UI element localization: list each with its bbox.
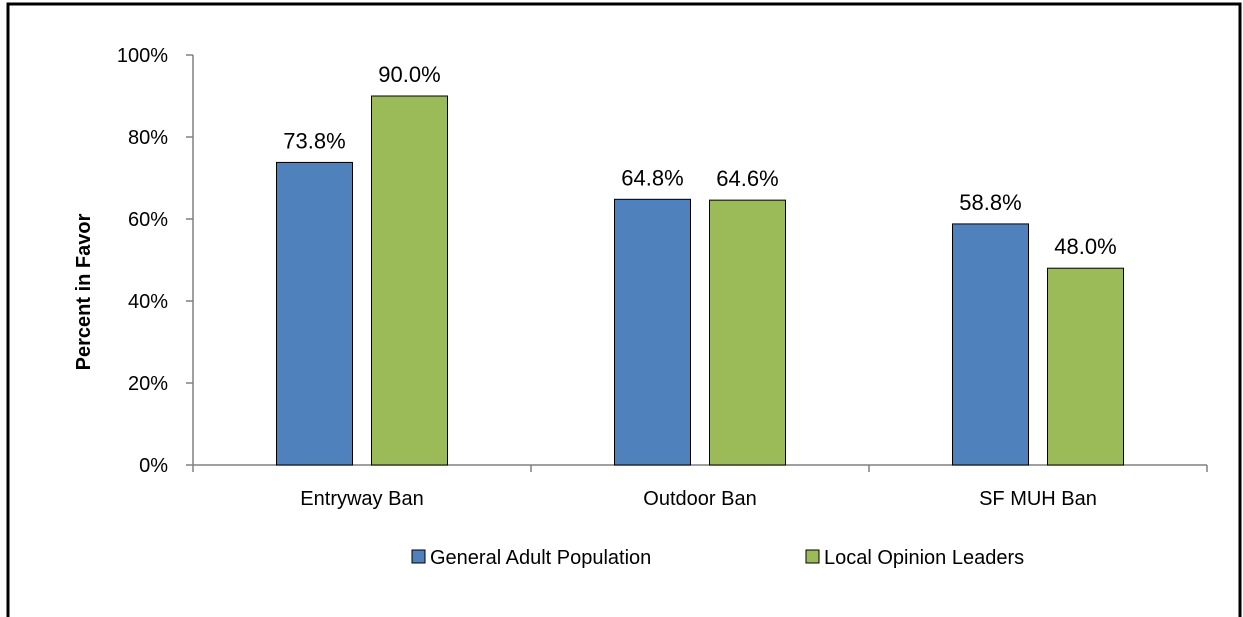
y-tick-label: 60% bbox=[128, 209, 168, 231]
y-tick-label: 100% bbox=[117, 45, 168, 67]
y-tick-label: 20% bbox=[128, 373, 168, 395]
x-tick-label: SF MUH Ban bbox=[979, 488, 1097, 510]
bar bbox=[709, 199, 786, 466]
data-label: 48.0% bbox=[1054, 234, 1116, 259]
data-label: 64.8% bbox=[621, 165, 683, 190]
x-tick-label: Outdoor Ban bbox=[643, 488, 756, 510]
y-axis-label: Percent in Favor bbox=[73, 213, 95, 370]
plot-area: 0% 20% 40% 60% 80% 100% 73.8% 90.0% Entryway Ban… bbox=[117, 45, 1208, 510]
x-tick-label: Entryway Ban bbox=[300, 488, 423, 510]
bar bbox=[1047, 267, 1124, 466]
legend: General Adult Population Local Opinion Le… bbox=[411, 547, 1024, 569]
data-label: 58.8% bbox=[959, 190, 1021, 215]
y-tick-label: 80% bbox=[128, 127, 168, 149]
data-label: 64.6% bbox=[716, 166, 778, 191]
bar bbox=[276, 161, 353, 466]
legend-label: Local Opinion Leaders bbox=[824, 547, 1024, 569]
y-tick-label: 40% bbox=[128, 291, 168, 313]
bar bbox=[614, 198, 691, 466]
data-label: 90.0% bbox=[378, 62, 440, 87]
bar bbox=[371, 95, 448, 466]
legend-label: General Adult Population bbox=[430, 547, 651, 569]
bar bbox=[952, 223, 1029, 466]
legend-swatch bbox=[805, 549, 820, 564]
data-label: 73.8% bbox=[283, 128, 345, 153]
y-tick-label: 0% bbox=[139, 455, 168, 477]
legend-swatch bbox=[411, 549, 426, 564]
